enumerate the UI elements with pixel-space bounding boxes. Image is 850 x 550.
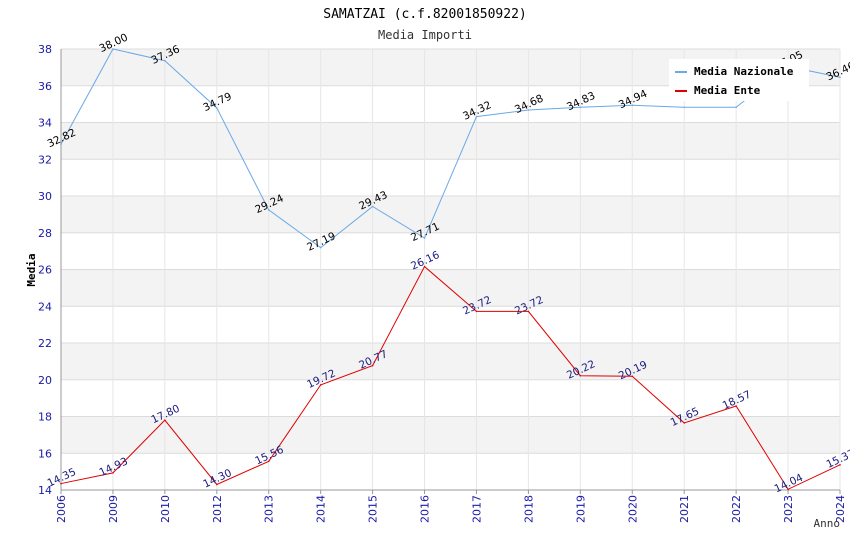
- series-line-media-nazionale: [60, 48, 841, 249]
- data-point: [527, 310, 530, 313]
- x-axis-label: Anno: [814, 517, 841, 530]
- y-tick-label: 16: [38, 447, 52, 460]
- data-point: [164, 59, 166, 62]
- chart-subtitle: Media Importi: [378, 28, 472, 42]
- axes: [60, 49, 840, 491]
- x-tick-label: 2023: [782, 495, 795, 523]
- data-point: [112, 48, 114, 50]
- y-tick-label: 38: [38, 43, 52, 56]
- data-point: [267, 460, 270, 463]
- grid-band: [61, 306, 840, 343]
- legend: Media Nazionale Media Ente: [669, 59, 809, 101]
- data-point: [267, 209, 270, 211]
- y-tick-label: 20: [38, 374, 52, 387]
- x-tick-label: 2022: [730, 495, 743, 523]
- data-point: [631, 104, 634, 107]
- data-point: [579, 106, 582, 109]
- x-tick-label: 2009: [107, 495, 120, 523]
- x-tick-label: 2018: [522, 495, 535, 523]
- grid-band: [61, 416, 840, 454]
- data-point: [423, 237, 426, 239]
- data-point: [683, 422, 685, 424]
- x-axis-ticks: 2006 2009 2010 2012 2013 2014 2015 2016 2017 2018…: [55, 490, 847, 523]
- x-tick-label: 2024: [834, 495, 847, 523]
- x-tick-label: 2020: [626, 495, 639, 523]
- y-tick-label: 26: [38, 264, 52, 277]
- legend-background: [669, 59, 809, 101]
- y-tick-label: 24: [38, 300, 52, 313]
- grid-band: [61, 453, 840, 490]
- data-point: [735, 405, 737, 407]
- x-tick-label: 2015: [367, 495, 380, 523]
- x-tick-label: 2014: [315, 495, 328, 523]
- grid-band: [61, 269, 840, 307]
- y-tick-label: 34: [38, 117, 52, 130]
- grid-band: [61, 232, 840, 270]
- data-point: [60, 482, 62, 485]
- grid-band: [61, 343, 840, 380]
- data-point: [839, 464, 841, 466]
- y-tick-label: 18: [38, 411, 52, 424]
- data-point: [112, 472, 114, 474]
- data-point: [319, 246, 322, 249]
- y-axis-ticks: 14 16 18 20 22 24 26 28 30 32 34 36 38: [38, 43, 52, 497]
- y-tick-label: 22: [38, 337, 52, 350]
- data-point: [839, 76, 841, 79]
- x-tick-label: 2013: [263, 495, 276, 523]
- data-point: [631, 375, 634, 378]
- y-tick-label: 14: [38, 484, 52, 497]
- x-tick-label: 2021: [678, 495, 691, 523]
- series-lines: [60, 48, 841, 491]
- grid-band: [61, 196, 840, 233]
- x-tick-label: 2017: [470, 495, 483, 523]
- chart-title: SAMATZAI (c.f.82001850922): [323, 7, 527, 22]
- data-point: [371, 205, 374, 208]
- grid-lines: [60, 48, 841, 491]
- data-point: [60, 143, 62, 145]
- series-line-media-ente: [60, 265, 841, 490]
- plot-background-bands: [61, 49, 840, 490]
- data-point: [216, 483, 218, 486]
- legend-label-media-nazionale: Media Nazionale: [694, 65, 794, 78]
- x-tick-label: 2019: [574, 495, 587, 523]
- y-tick-label: 30: [38, 190, 52, 203]
- data-point: [475, 310, 478, 313]
- data-point: [216, 107, 218, 109]
- y-tick-label: 32: [38, 153, 52, 166]
- data-point: [319, 384, 322, 386]
- x-tick-label: 2006: [55, 495, 68, 523]
- x-tick-label: 2016: [419, 495, 432, 523]
- data-point: [527, 109, 530, 111]
- grid-band: [61, 122, 840, 160]
- grid-band: [61, 379, 840, 417]
- x-tick-label: 2010: [159, 495, 172, 523]
- data-point: [371, 364, 374, 367]
- y-tick-label: 36: [38, 80, 52, 93]
- data-point: [164, 419, 166, 421]
- data-point: [735, 106, 737, 109]
- data-point: [423, 265, 426, 268]
- x-tick-label: 2012: [211, 495, 224, 523]
- y-axis-label: Media: [25, 253, 38, 286]
- y-tick-label: 28: [38, 227, 52, 240]
- legend-label-media-ente: Media Ente: [694, 84, 761, 97]
- data-point: [579, 374, 582, 377]
- data-point: [683, 106, 685, 109]
- data-point: [475, 115, 478, 118]
- data-point: [787, 488, 789, 491]
